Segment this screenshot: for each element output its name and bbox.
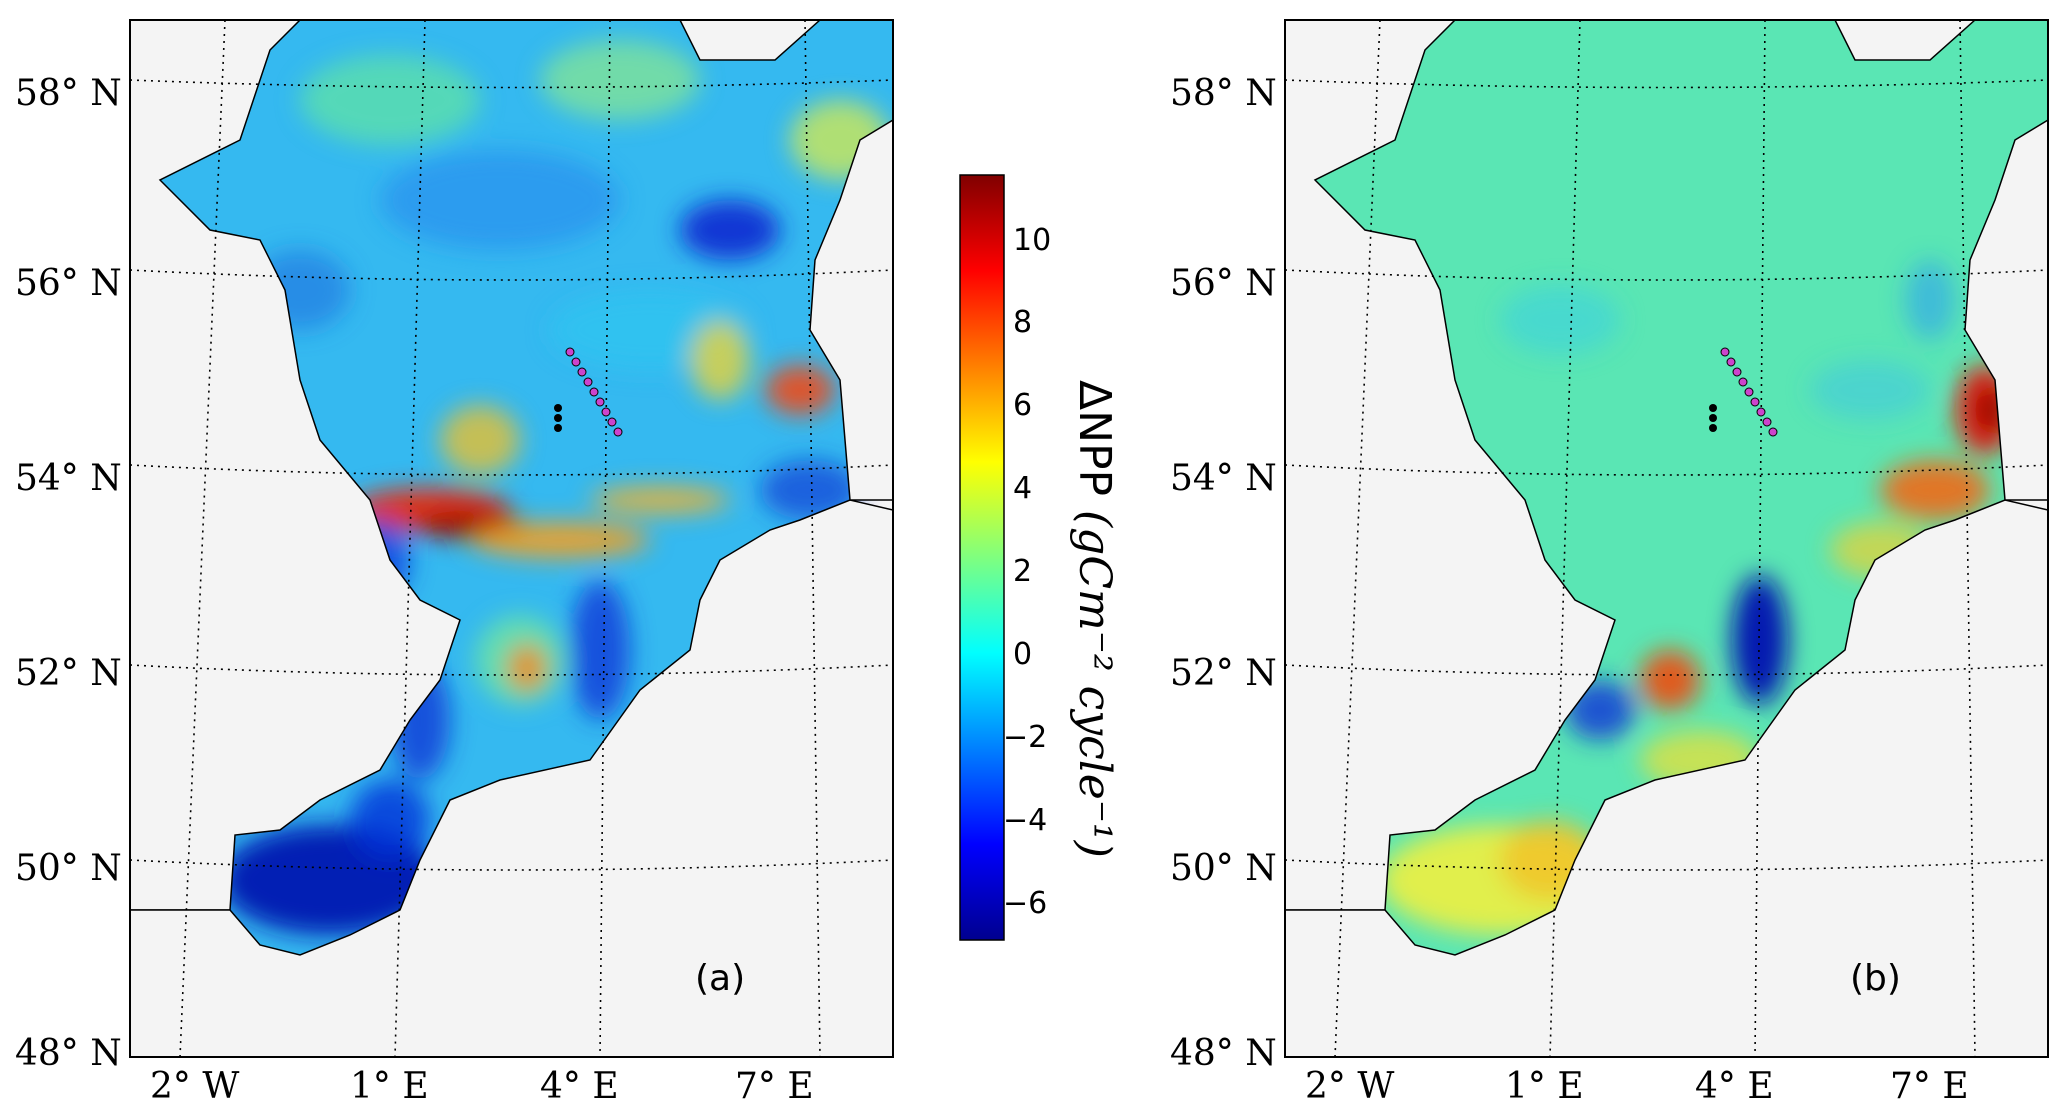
- lon-labels-a: 2° W 1° E 4° E 7° E: [150, 1066, 814, 1107]
- graticule: [130, 20, 893, 1057]
- colorbar-title: ΔNPP (gCm⁻² cycle⁻¹): [1069, 380, 1120, 858]
- station-markers: [554, 347, 623, 437]
- coastline: [130, 20, 893, 1057]
- colorbar-tick: 6: [1013, 388, 1032, 423]
- colorbar-tick: 4: [1013, 471, 1032, 506]
- colorbar-tick: 10: [1013, 223, 1051, 258]
- npp-anomaly-field: [1380, 260, 2015, 935]
- colorbar-tick: −4: [1003, 803, 1047, 838]
- lon-label: 7° E: [1890, 1066, 1969, 1107]
- lon-labels-b: 2° W 1° E 4° E 7° E: [1305, 1066, 1969, 1107]
- lat-label: 48° N: [15, 1033, 122, 1074]
- lon-label: 2° W: [1305, 1066, 1394, 1107]
- lon-label: 1° E: [1505, 1066, 1584, 1107]
- colorbar-tick: 0: [1013, 637, 1032, 672]
- colorbar-label: ΔNPP: [1069, 380, 1120, 496]
- lat-label: 52° N: [1170, 653, 1277, 694]
- lat-label: 56° N: [1170, 263, 1277, 304]
- lat-label: 50° N: [1170, 848, 1277, 889]
- sea-field: [1315, 20, 2048, 955]
- lat-label: 58° N: [15, 73, 122, 114]
- lat-labels-a: 58° N 56° N 54° N 52° N 50° N 48° N: [15, 73, 122, 1074]
- lat-label: 52° N: [15, 653, 122, 694]
- lon-label: 2° W: [150, 1066, 239, 1107]
- lat-label: 48° N: [1170, 1033, 1277, 1074]
- lon-label: 1° E: [350, 1066, 429, 1107]
- colorbar-tick: −2: [1003, 720, 1047, 755]
- lat-label: 56° N: [15, 263, 122, 304]
- map-frame: [129, 19, 894, 1058]
- colorbar: 10 8 6 4 2 0 −2 −4 −6 ΔNPP (gCm⁻² cycle⁻…: [959, 174, 1120, 941]
- map-frame: [1284, 19, 2049, 1058]
- lat-label: 50° N: [15, 848, 122, 889]
- lat-label: 54° N: [15, 458, 122, 499]
- panel-label-a: (a): [695, 958, 745, 999]
- map-panel-a: (a) 58° N 56° N 54° N 52° N 50° N 48° N …: [15, 19, 894, 1107]
- lat-labels-b: 58° N 56° N 54° N 52° N 50° N 48° N: [1170, 73, 1277, 1074]
- panel-label-b: (b): [1850, 958, 1901, 999]
- lat-label: 54° N: [1170, 458, 1277, 499]
- station-markers: [1709, 347, 1778, 437]
- graticule: [1285, 20, 2048, 1057]
- lon-label: 7° E: [735, 1066, 814, 1107]
- lat-label: 58° N: [1170, 73, 1277, 114]
- colorbar-units: (gCm⁻² cycle⁻¹): [1069, 510, 1120, 858]
- map-panel-b: (b) 58° N 56° N 54° N 52° N 50° N 48° N …: [1170, 19, 2049, 1107]
- colorbar-tick: −6: [1003, 886, 1047, 921]
- colorbar-tick: 2: [1013, 554, 1032, 589]
- lon-label: 4° E: [1695, 1066, 1774, 1107]
- colorbar-ticks: 10 8 6 4 2 0 −2 −4 −6: [1003, 223, 1051, 921]
- lon-label: 4° E: [540, 1066, 619, 1107]
- colorbar-gradient: [959, 174, 1005, 941]
- colorbar-tick: 8: [1013, 305, 1032, 340]
- coastline: [1285, 20, 2048, 1057]
